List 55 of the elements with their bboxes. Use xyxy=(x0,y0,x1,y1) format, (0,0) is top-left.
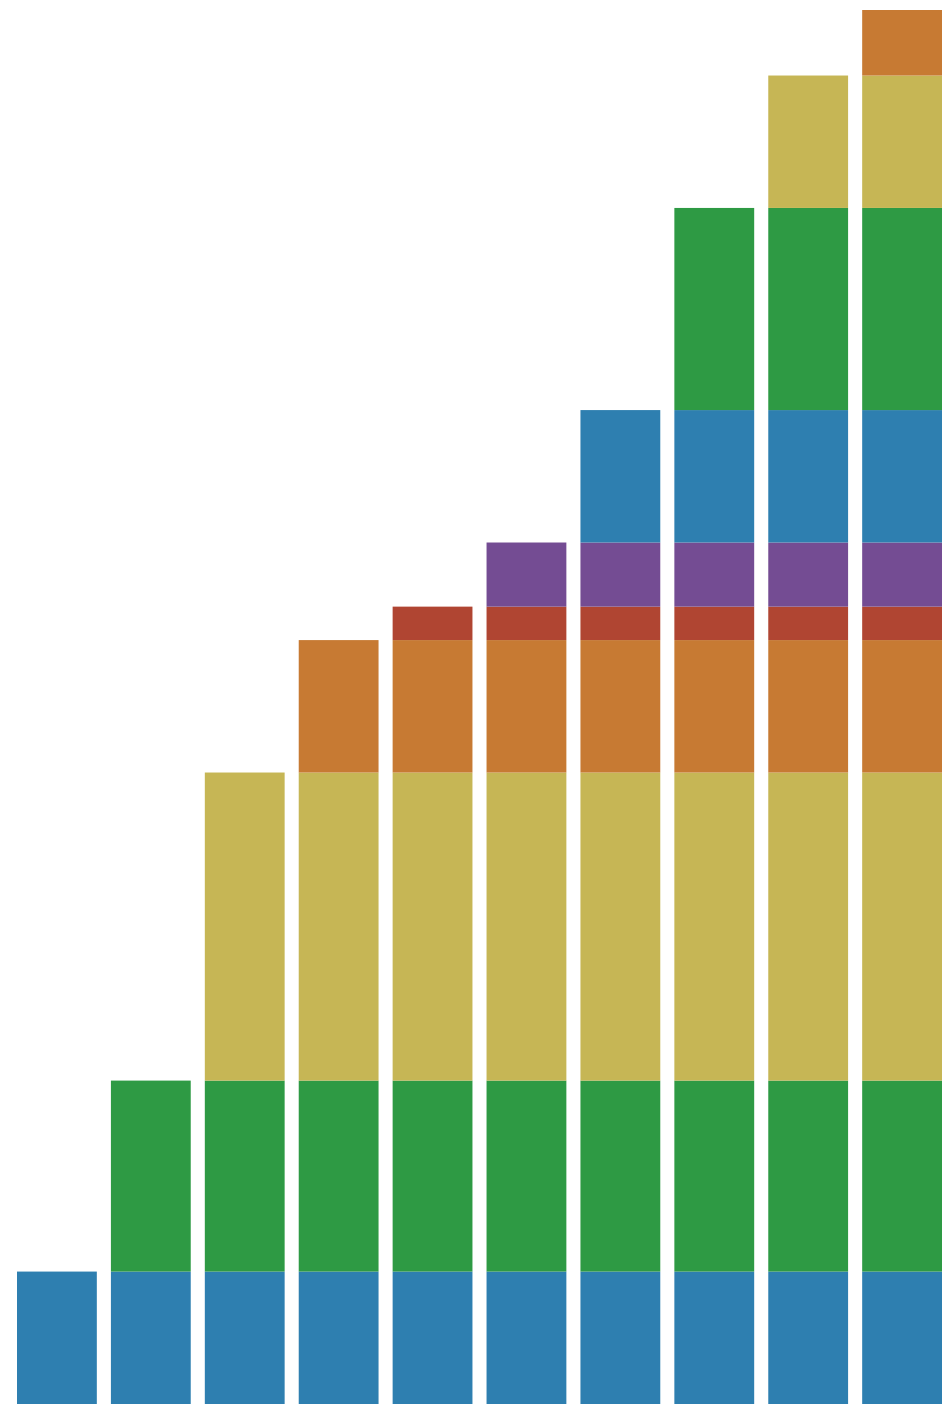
bar xyxy=(580,1080,661,1272)
bar xyxy=(486,542,567,607)
bar xyxy=(674,542,755,607)
bar xyxy=(580,772,661,1081)
bar xyxy=(17,1271,97,1404)
bar xyxy=(862,75,942,208)
bar xyxy=(862,772,942,1081)
bar xyxy=(768,772,849,1081)
bar xyxy=(486,606,567,641)
bar xyxy=(392,1271,473,1404)
bar xyxy=(768,1271,849,1404)
bar xyxy=(580,606,661,641)
bar xyxy=(392,772,473,1081)
bar xyxy=(298,1271,379,1404)
bar xyxy=(768,640,849,773)
bar xyxy=(392,640,473,773)
bar xyxy=(862,10,942,76)
bar xyxy=(862,1271,942,1404)
bar xyxy=(486,772,567,1081)
bar xyxy=(674,606,755,641)
bar xyxy=(674,1080,755,1272)
bar xyxy=(298,1080,379,1272)
bar xyxy=(674,1271,755,1404)
bar xyxy=(298,772,379,1081)
bar xyxy=(674,772,755,1081)
bar xyxy=(768,207,849,411)
bar xyxy=(204,1271,285,1404)
bar xyxy=(392,606,473,641)
bar xyxy=(392,1080,473,1272)
bar xyxy=(674,640,755,773)
bar xyxy=(204,1080,285,1272)
bar xyxy=(768,606,849,641)
bar xyxy=(768,542,849,607)
bar xyxy=(674,207,755,411)
bar xyxy=(862,640,942,773)
bar xyxy=(486,1080,567,1272)
bar xyxy=(110,1271,191,1404)
bar xyxy=(298,640,379,773)
bar xyxy=(768,1080,849,1272)
bar xyxy=(486,640,567,773)
bar xyxy=(674,410,755,543)
bar xyxy=(862,1080,942,1272)
bar xyxy=(110,1080,191,1272)
bar xyxy=(486,1271,567,1404)
bar xyxy=(580,542,661,607)
bar xyxy=(204,772,285,1081)
bar xyxy=(862,542,942,607)
bar xyxy=(862,606,942,641)
bar xyxy=(862,410,942,543)
bar xyxy=(580,410,661,543)
bar xyxy=(862,207,942,411)
bar xyxy=(580,640,661,773)
bar xyxy=(580,1271,661,1404)
bar xyxy=(768,75,849,208)
bar xyxy=(768,410,849,543)
